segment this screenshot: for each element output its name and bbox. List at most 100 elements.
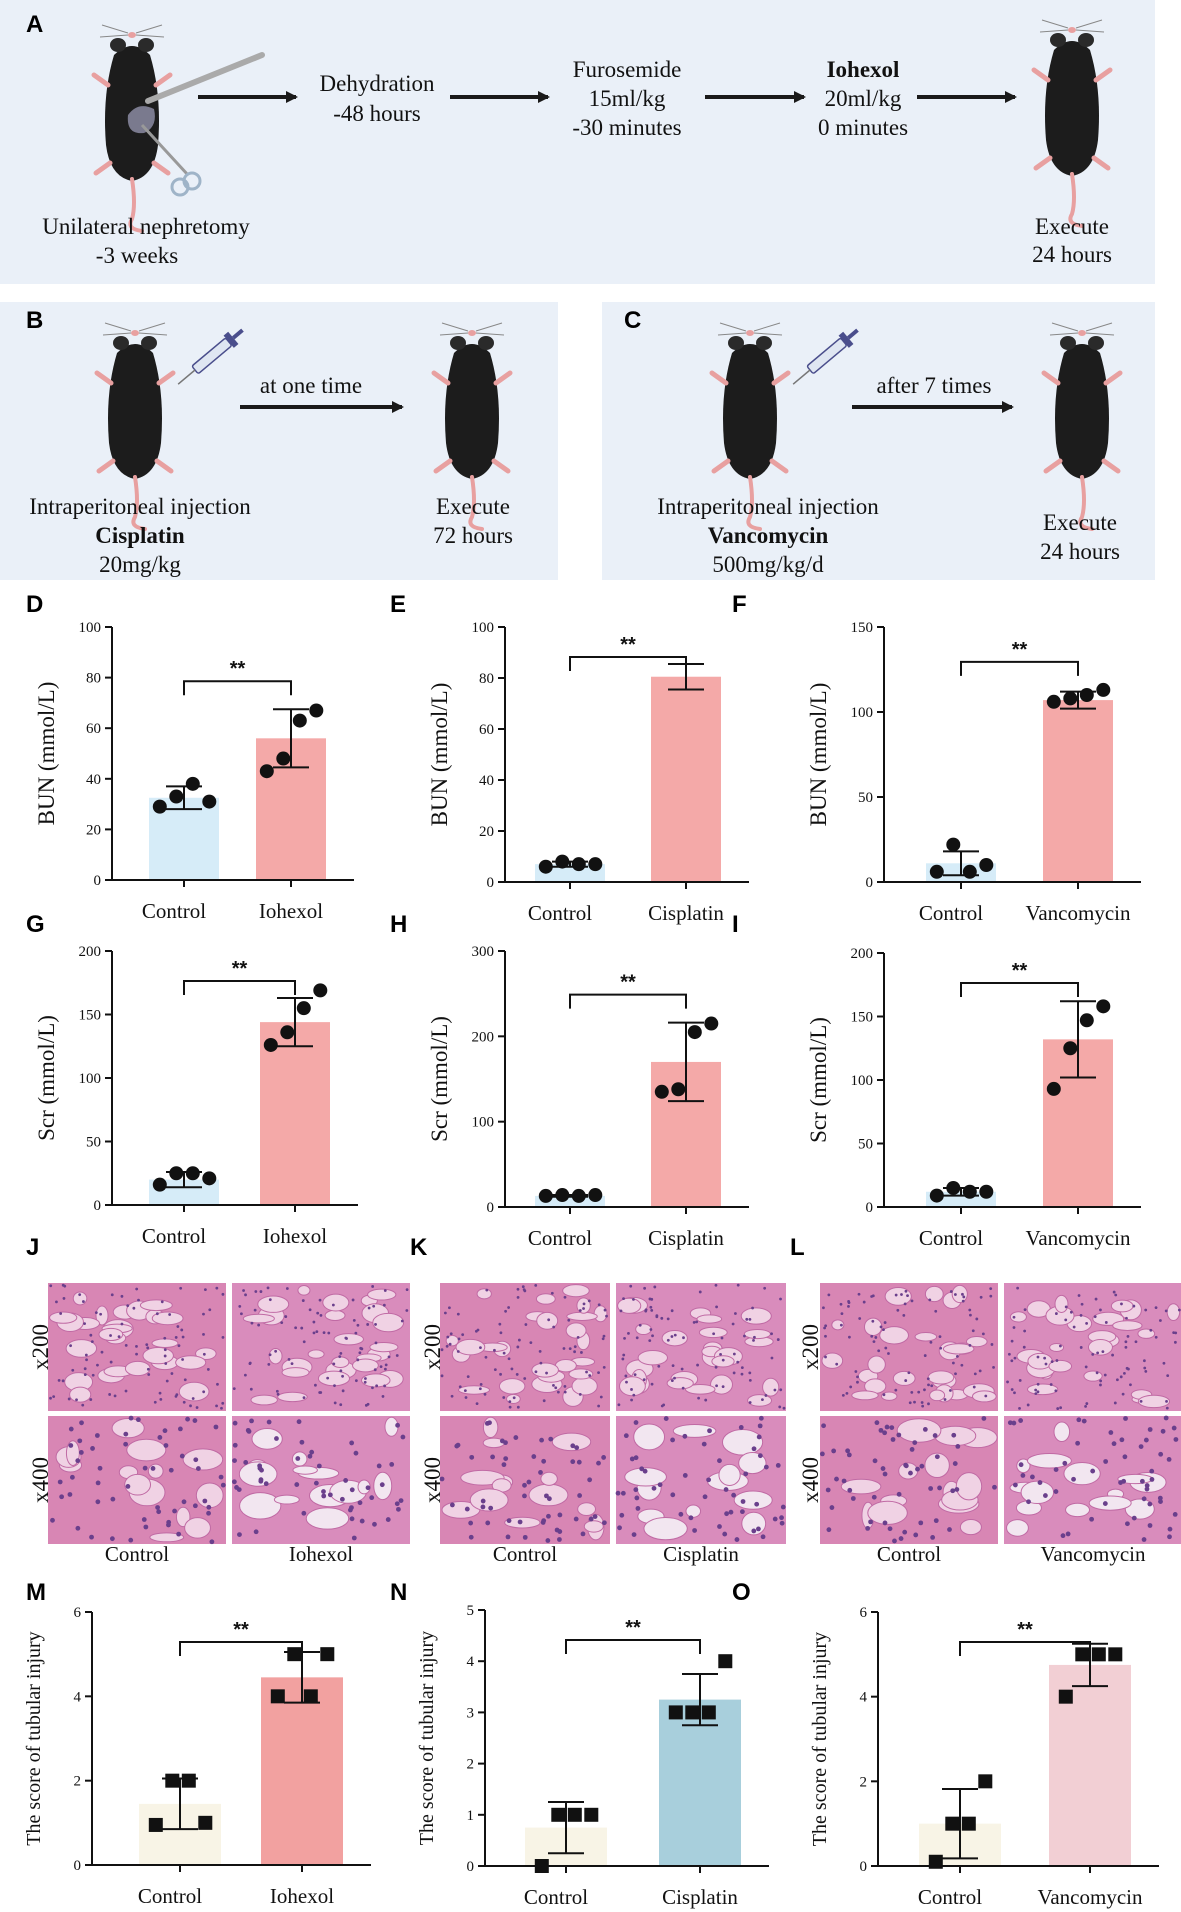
nucleus	[831, 1448, 837, 1454]
nucleus	[643, 1286, 647, 1290]
tubule-lumen	[1110, 1299, 1134, 1313]
nucleus	[67, 1397, 71, 1401]
nucleus	[193, 1457, 199, 1463]
nucleus	[108, 1393, 112, 1396]
y-tick-label: 150	[851, 620, 874, 636]
tubule-lumen	[317, 1370, 351, 1387]
nucleus	[90, 1340, 94, 1343]
panel-a-background	[0, 0, 1155, 284]
bar-iohexol	[261, 1677, 343, 1865]
nucleus	[917, 1390, 921, 1394]
nucleus	[671, 1364, 675, 1368]
nucleus	[485, 1520, 491, 1526]
nucleus	[1079, 1314, 1083, 1317]
tubule-lumen	[710, 1374, 733, 1395]
nucleus	[192, 1418, 198, 1423]
nucleus	[563, 1390, 567, 1394]
nucleus	[245, 1427, 251, 1433]
nucleus	[736, 1360, 740, 1364]
data-point	[202, 1171, 217, 1186]
tubule-lumen	[762, 1377, 780, 1397]
category-label: Control	[524, 1885, 588, 1909]
nucleus	[898, 1536, 904, 1541]
nucleus	[576, 1459, 582, 1465]
nucleus	[249, 1387, 253, 1391]
nucleus	[321, 1493, 327, 1499]
y-tick-label: 0	[94, 873, 102, 889]
panel-b: B at one time Intraperitoneal injection …	[0, 302, 558, 580]
nucleus	[910, 1390, 914, 1394]
nucleus	[95, 1499, 101, 1505]
y-tick-label: 0	[487, 875, 495, 891]
nucleus	[954, 1487, 960, 1492]
nucleus	[720, 1336, 724, 1340]
data-point	[555, 1188, 570, 1203]
nucleus	[349, 1516, 355, 1522]
panel-label-d: D	[26, 591, 43, 618]
tubule-lumen	[951, 1284, 968, 1304]
nucleus	[158, 1391, 162, 1395]
nucleus	[299, 1439, 305, 1445]
data-point	[584, 1807, 599, 1822]
nucleus	[206, 1368, 210, 1371]
tubule-lumen	[617, 1297, 642, 1314]
nucleus	[545, 1371, 548, 1375]
nucleus	[505, 1534, 511, 1540]
nucleus	[1126, 1334, 1130, 1338]
nucleus	[343, 1478, 349, 1483]
nucleus	[624, 1374, 628, 1378]
nucleus	[1023, 1308, 1027, 1312]
c-left-line3: 500mg/kg/d	[712, 552, 824, 577]
nucleus	[701, 1441, 707, 1447]
nucleus	[826, 1527, 832, 1533]
nucleus	[1154, 1306, 1158, 1310]
nucleus	[1058, 1344, 1062, 1348]
nucleus	[515, 1373, 519, 1376]
tubule-lumen	[942, 1343, 975, 1355]
nucleus	[1099, 1308, 1102, 1312]
nucleus	[483, 1392, 487, 1396]
data-point	[588, 1188, 603, 1203]
nucleus	[673, 1333, 677, 1337]
nucleus	[469, 1454, 475, 1460]
nucleus	[1167, 1526, 1173, 1532]
nucleus	[113, 1394, 117, 1398]
y-tick-label: 40	[86, 772, 101, 788]
nucleus	[341, 1374, 344, 1378]
tubule-lumen	[1065, 1502, 1091, 1518]
nucleus	[1143, 1366, 1147, 1370]
tubule-lumen	[1049, 1342, 1065, 1352]
nucleus	[776, 1338, 780, 1341]
nucleus	[580, 1351, 583, 1354]
step1-line1: Unilateral nephretomy	[42, 214, 250, 239]
nucleus	[871, 1494, 877, 1500]
tubule-lumen	[914, 1332, 938, 1342]
panel-label-a: A	[26, 11, 43, 38]
nucleus	[734, 1537, 740, 1542]
nucleus	[189, 1404, 192, 1408]
nucleus	[548, 1436, 554, 1442]
nucleus	[1138, 1444, 1144, 1450]
nucleus	[109, 1334, 112, 1337]
nucleus	[992, 1365, 995, 1369]
nucleus	[918, 1520, 924, 1526]
nucleus	[155, 1312, 159, 1316]
nucleus	[1147, 1501, 1153, 1507]
category-label: Control	[528, 1226, 592, 1250]
nucleus	[1095, 1371, 1099, 1375]
nucleus	[630, 1388, 633, 1391]
data-point	[259, 764, 274, 779]
nucleus	[1120, 1302, 1123, 1306]
nucleus	[932, 1433, 938, 1438]
tubule-lumen	[718, 1463, 741, 1486]
nucleus	[650, 1382, 654, 1386]
data-point	[1046, 694, 1061, 709]
data-point	[313, 983, 328, 998]
nucleus	[782, 1406, 786, 1410]
nucleus	[835, 1362, 839, 1366]
tubule-lumen	[324, 1309, 346, 1322]
nucleus	[379, 1365, 383, 1369]
tubule-lumen	[124, 1360, 151, 1377]
